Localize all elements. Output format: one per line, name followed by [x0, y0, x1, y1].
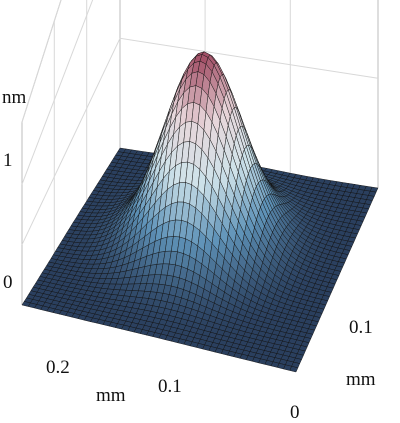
x-tick-label-0-2: 0.2 [46, 357, 70, 378]
left-wall-grid-0 [21, 38, 121, 245]
z-tick-label-1: 1 [3, 150, 13, 171]
z-tick-label-0: 0 [3, 272, 13, 293]
y-tick-label-0-1: 0.1 [349, 317, 373, 338]
z-axis-label: nm [2, 87, 27, 108]
x-axis-label: mm [96, 385, 126, 406]
y-axis-label: mm [346, 369, 376, 390]
label-layer: nm 1 0 0.2 0.1 mm 0.1 mm 0 [2, 87, 376, 423]
left-wall-grid-1 [21, 0, 94, 185]
surface-layer [21, 51, 379, 373]
surface-cell [289, 366, 299, 373]
left-wall-top [21, 0, 62, 123]
back-wall-grid-0 [119, 37, 379, 79]
left-wall-grid-2 [21, 0, 62, 123]
x-tick-label-0-1: 0.1 [158, 376, 182, 397]
y-tick-label-0: 0 [290, 402, 300, 423]
